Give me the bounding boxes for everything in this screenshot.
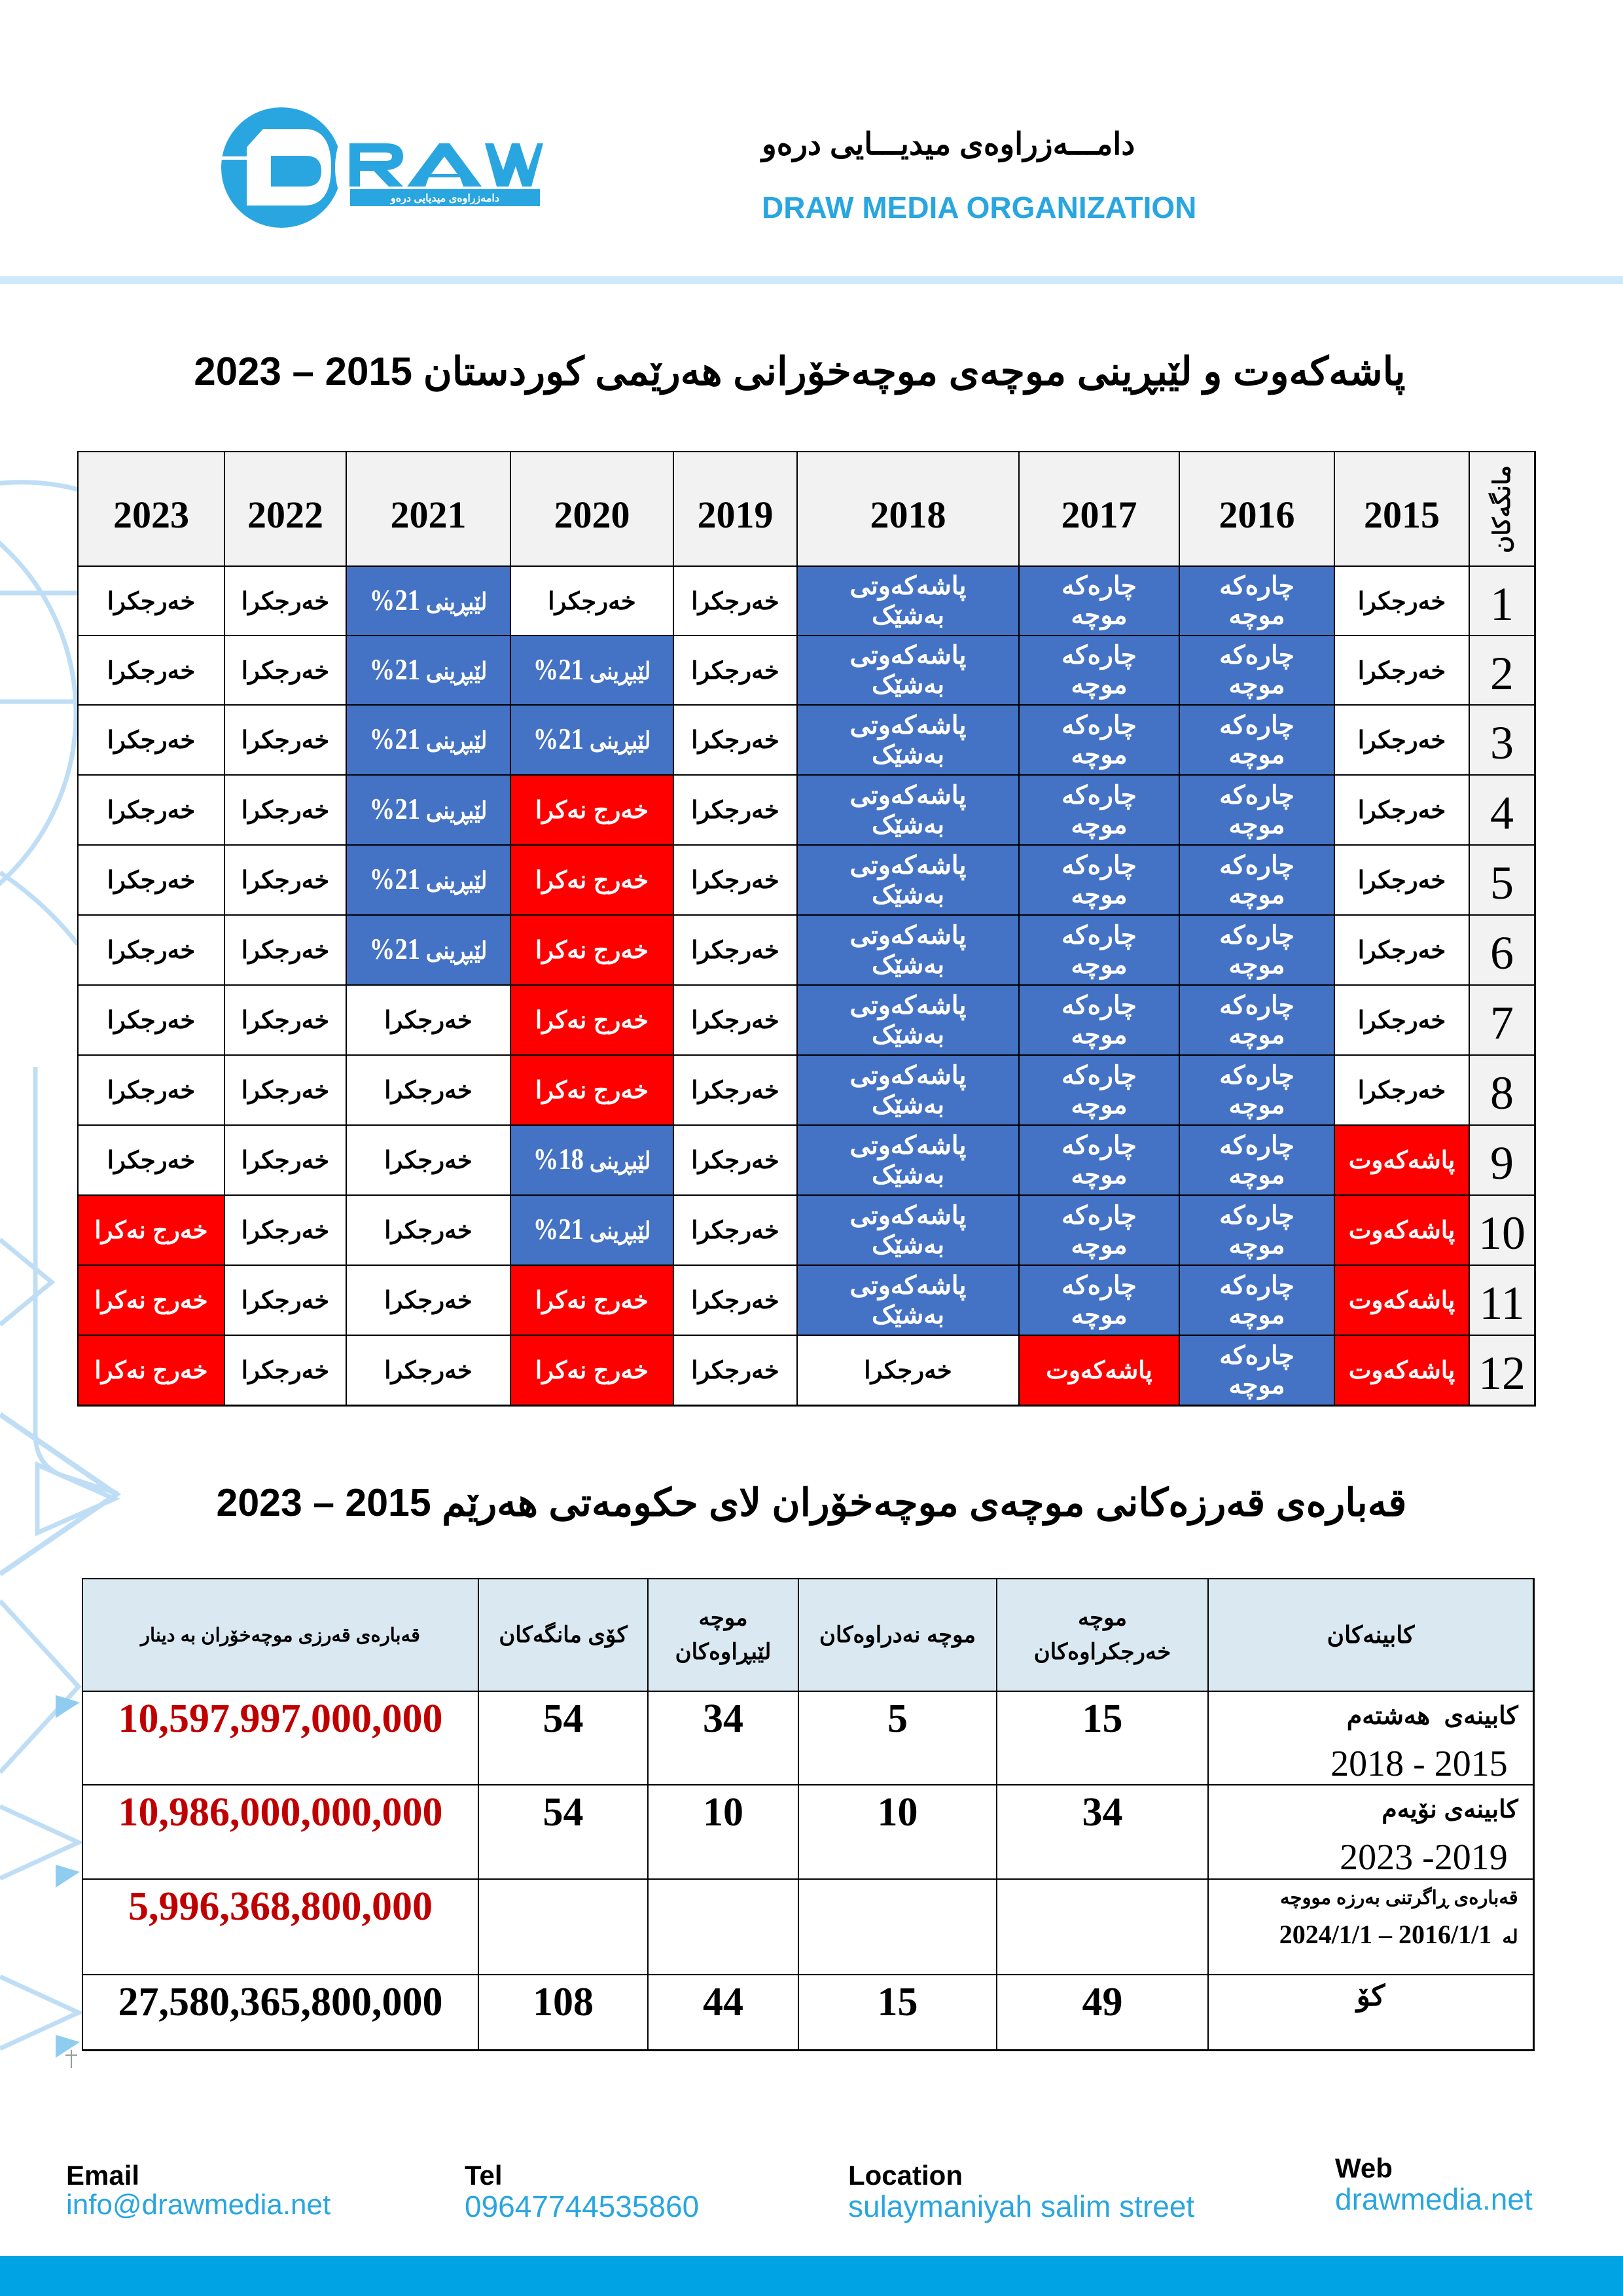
svg-text:دامەزراوەی میدیایی درەو: دامەزراوەی میدیایی درەو	[390, 193, 499, 205]
